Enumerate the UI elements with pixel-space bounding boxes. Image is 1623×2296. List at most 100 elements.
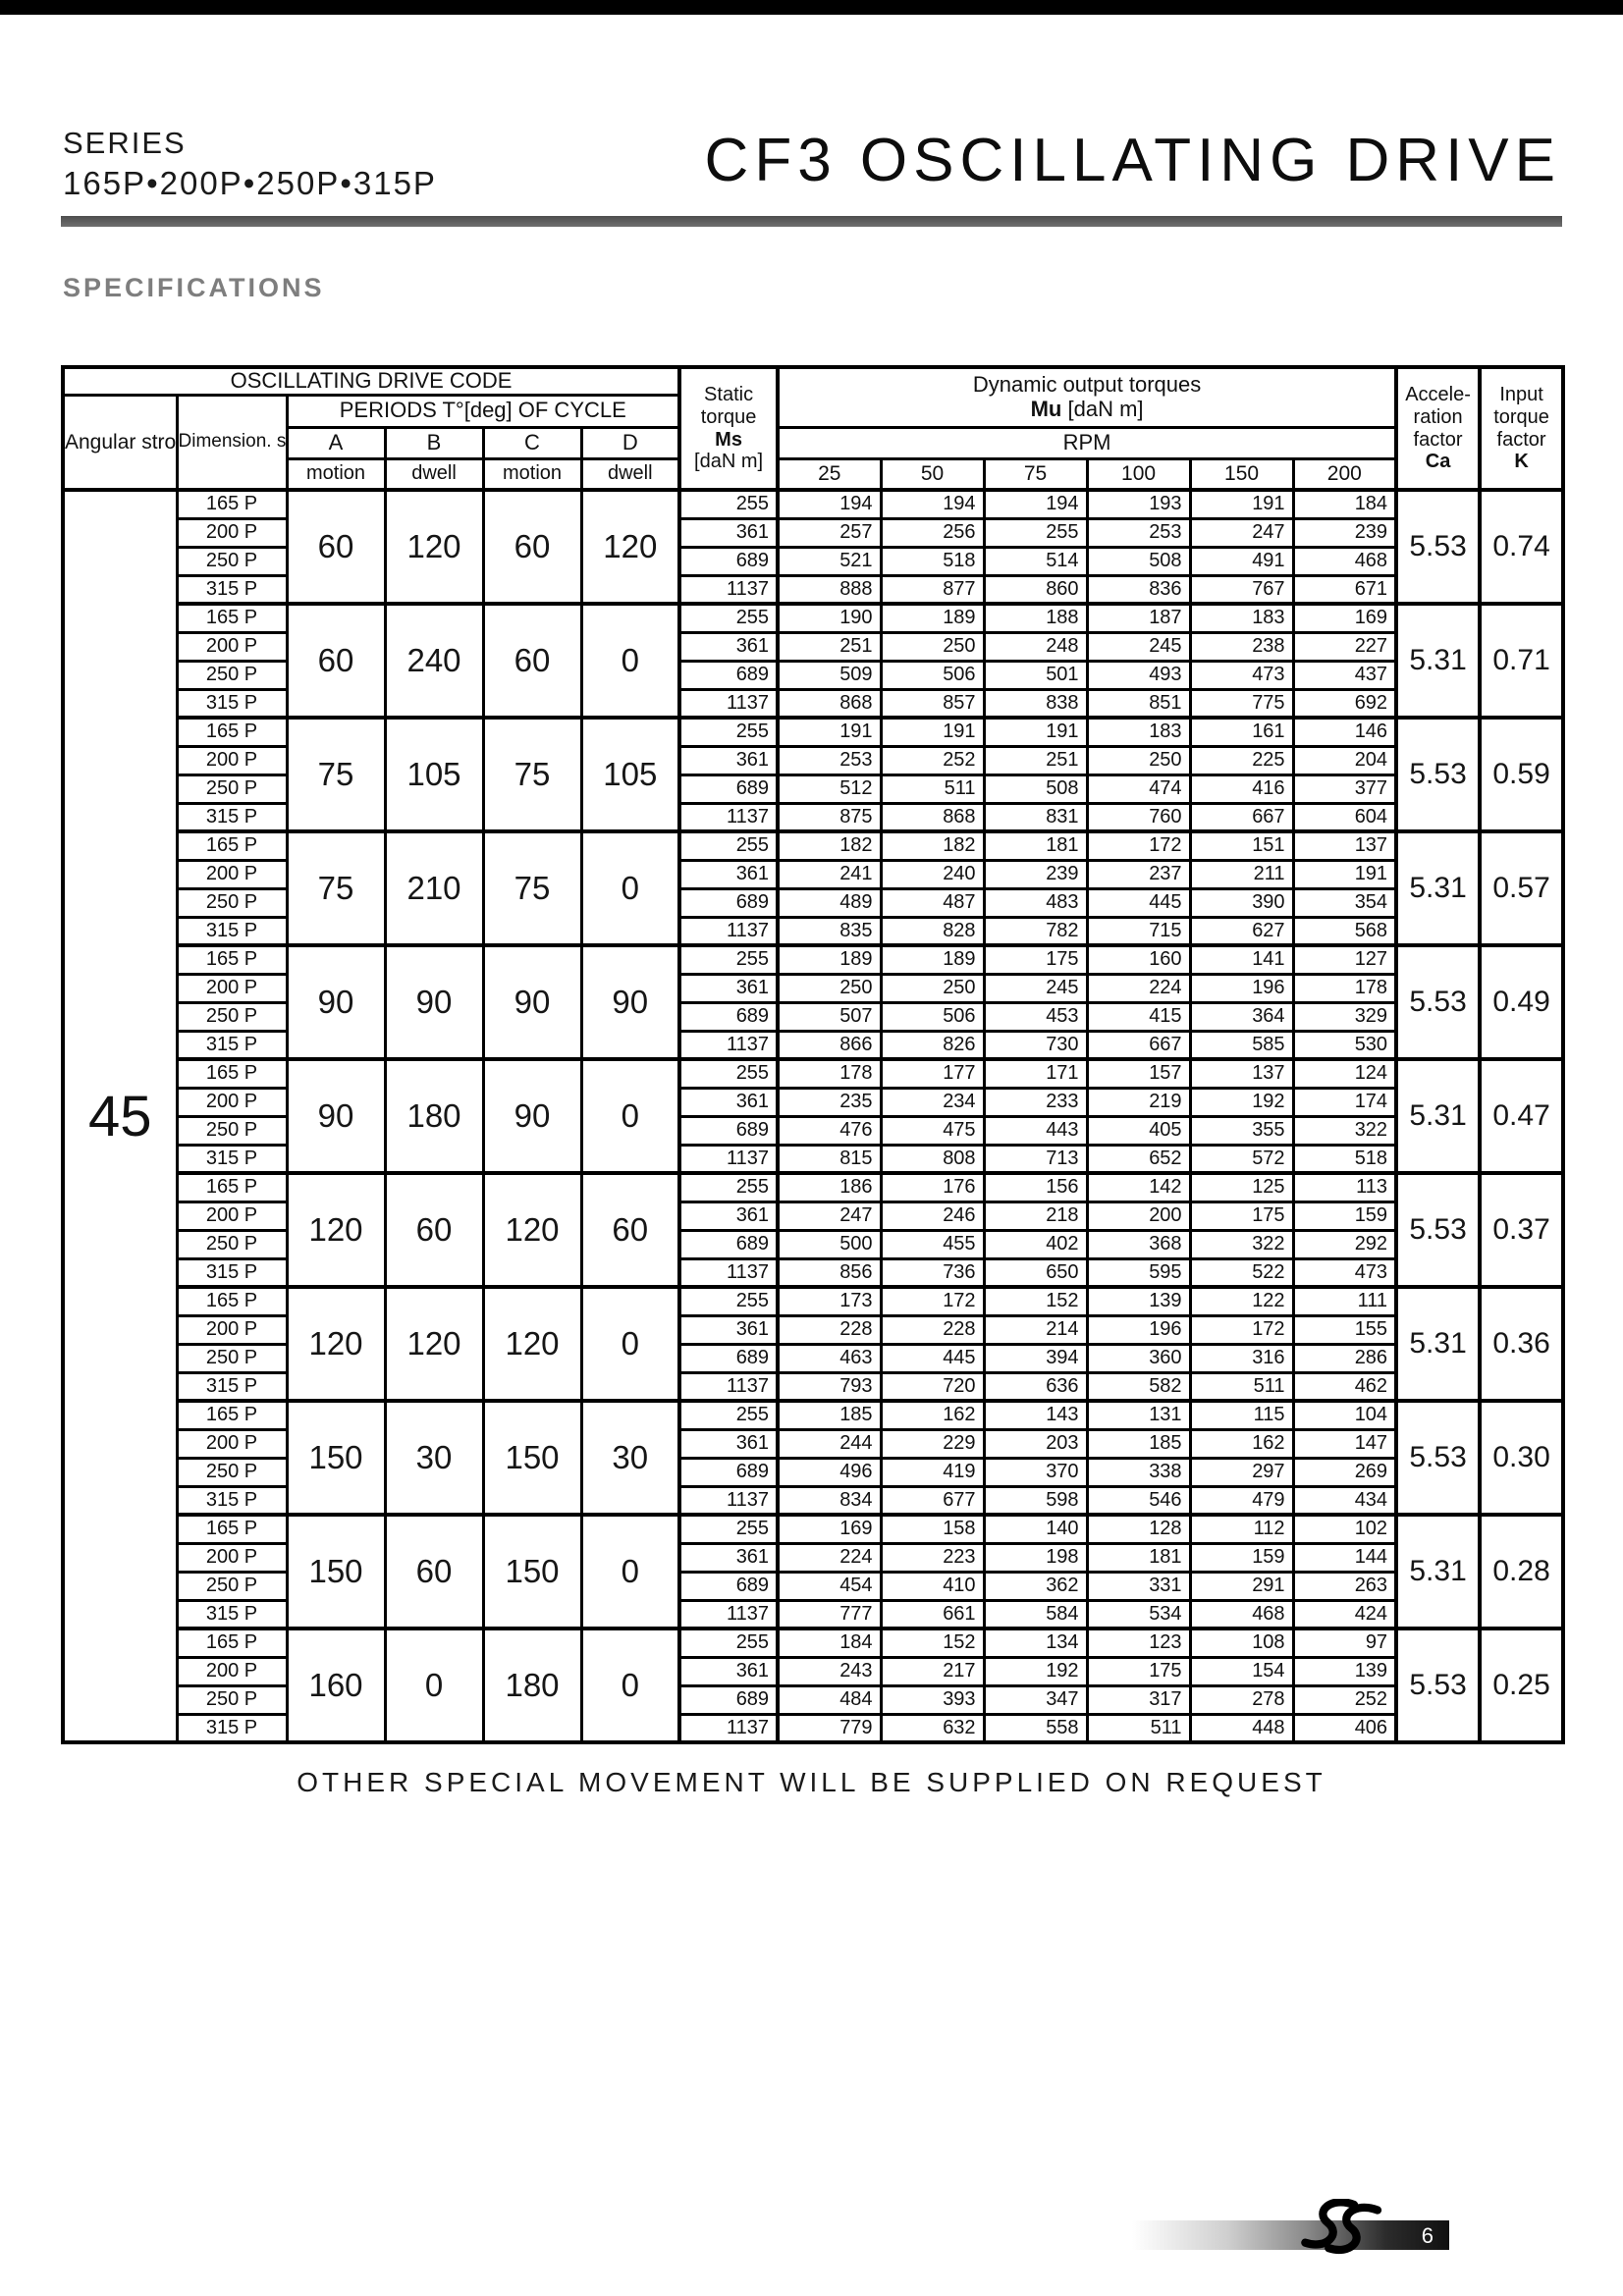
period-value-cell: 90 [481, 943, 583, 1061]
dynamic-torque-value-cell: 139 [1291, 1655, 1398, 1687]
dynamic-torque-value-cell: 224 [1085, 972, 1192, 1004]
static-torque-value-cell: 1137 [677, 1029, 780, 1061]
table-row: 315 P 1137 777 661 584 534 468 424 [63, 1598, 1563, 1630]
dynamic-torque-value-cell: 151 [1188, 829, 1295, 862]
spec-table-body: 45 165 P 60 120 60 120 255 194 194 194 193 191 184 5.… [61, 488, 1565, 1744]
series-cell: 315 P [175, 1712, 289, 1744]
dynamic-torque-value-cell: 181 [982, 829, 1089, 862]
acceleration-factor-cell: 5.53 [1394, 1171, 1482, 1289]
series-cell: 315 P [175, 1370, 289, 1403]
dynamic-torque-value-cell: 507 [776, 1000, 883, 1033]
dynamic-torque-value-cell: 171 [982, 1057, 1089, 1090]
rpm-50-header: 50 [879, 456, 986, 492]
dynamic-torques-unit: [daN m] [1067, 396, 1144, 421]
period-value-cell: 150 [285, 1399, 387, 1517]
period-value-cell: 210 [383, 829, 485, 947]
static-torque-value-cell: 1137 [677, 1143, 780, 1175]
rpm-150-header: 150 [1188, 456, 1295, 492]
dynamic-torque-value-cell: 190 [776, 602, 883, 634]
dynamic-torque-value-cell: 434 [1291, 1484, 1398, 1517]
series-models: 165P•200P•250P•315P [63, 164, 437, 201]
dynamic-torque-value-cell: 184 [1291, 488, 1398, 520]
table-row: 315 P 1137 866 826 730 667 585 530 [63, 1029, 1563, 1061]
acceleration-factor-cell: 5.31 [1394, 1285, 1482, 1403]
dynamic-torque-value-cell: 218 [982, 1200, 1089, 1232]
dynamic-torque-value-cell: 509 [776, 659, 883, 691]
input-torque-factor-header: Input torque factor K [1478, 365, 1565, 492]
dynamic-torque-value-cell: 108 [1188, 1627, 1295, 1659]
rpm-100-header: 100 [1085, 456, 1192, 492]
dynamic-torque-value-cell: 102 [1291, 1513, 1398, 1545]
table-row: 250 P 689 484 393 347 317 278 252 [63, 1683, 1563, 1716]
static-torque-value-cell: 689 [677, 1000, 780, 1033]
dynamic-torque-value-cell: 128 [1085, 1513, 1192, 1545]
dynamic-torque-value-cell: 159 [1291, 1200, 1398, 1232]
dynamic-torque-value-cell: 835 [776, 915, 883, 947]
dynamic-torque-value-cell: 154 [1188, 1655, 1295, 1687]
dynamic-torque-value-cell: 241 [776, 858, 883, 890]
dynamic-torque-value-cell: 406 [1291, 1712, 1398, 1744]
dynamic-torque-value-cell: 475 [879, 1114, 986, 1147]
table-row: 165 P 120 120 120 0 255 173 172 152 139 122 111 5.31… [63, 1285, 1565, 1403]
period-value-cell: 90 [481, 1057, 583, 1175]
dynamic-torque-value-cell: 329 [1291, 1000, 1398, 1033]
table-row: 200 P 361 253 252 251 250 225 204 [63, 744, 1563, 776]
dynamic-torque-value-cell: 245 [1085, 630, 1192, 663]
dynamic-torque-value-cell: 364 [1188, 1000, 1295, 1033]
period-value-cell: 60 [579, 1171, 681, 1289]
dynamic-torque-value-cell: 377 [1291, 773, 1398, 805]
table-row: 250 P 689 463 445 394 360 316 286 [63, 1342, 1563, 1374]
table-row: 165 P 90 90 90 90 255 189 189 175 160 141 127 5.53 0.… [63, 943, 1565, 1061]
dynamic-torque-value-cell: 244 [776, 1427, 883, 1460]
static-torque-value-cell: 361 [677, 1541, 780, 1574]
dynamic-torque-value-cell: 585 [1188, 1029, 1295, 1061]
dynamic-torque-value-cell: 240 [879, 858, 986, 890]
dynamic-torque-value-cell: 250 [879, 630, 986, 663]
static-torque-value-cell: 689 [677, 545, 780, 577]
series-cell: 165 P [175, 1513, 289, 1545]
dynamic-torque-value-cell: 650 [982, 1256, 1089, 1289]
dynamic-torque-value-cell: 831 [982, 801, 1089, 833]
period-value-cell: 120 [285, 1285, 387, 1403]
dynamic-torque-value-cell: 860 [982, 573, 1089, 606]
header-row-2: Angular stroke H°[deg] Dimension. series… [61, 393, 1563, 492]
dynamic-torque-value-cell: 193 [1085, 488, 1192, 520]
dynamic-torque-value-cell: 162 [1188, 1427, 1295, 1460]
table-row: 200 P 361 243 217 192 175 154 139 [63, 1655, 1563, 1687]
static-torque-value-cell: 1137 [677, 1712, 780, 1744]
dynamic-torque-value-cell: 191 [776, 716, 883, 748]
dynamic-torque-value-cell: 142 [1085, 1171, 1192, 1203]
section-heading: SPECIFICATIONS [63, 273, 325, 302]
dynamic-torque-value-cell: 453 [982, 1000, 1089, 1033]
dynamic-torque-value-cell: 156 [982, 1171, 1089, 1203]
series-cell: 200 P [175, 1541, 289, 1574]
table-row: 315 P 1137 793 720 636 582 511 462 [63, 1370, 1563, 1403]
table-row: 165 P 75 105 75 105 255 191 191 191 183 161 146 5.53… [63, 716, 1565, 833]
table-row: 250 P 689 521 518 514 508 491 468 [63, 545, 1563, 577]
dynamic-torque-value-cell: 394 [982, 1342, 1089, 1374]
table-row: 315 P 1137 779 632 558 511 448 406 [63, 1712, 1563, 1744]
static-torque-value-cell: 361 [677, 744, 780, 776]
series-cell: 165 P [175, 1399, 289, 1431]
dynamic-torque-value-cell: 473 [1291, 1256, 1398, 1289]
table-row: 165 P 160 0 180 0 255 184 152 134 123 108 97 5.53 0.2… [63, 1627, 1565, 1744]
dynamic-torque-value-cell: 632 [879, 1712, 986, 1744]
dynamic-torque-value-cell: 104 [1291, 1399, 1398, 1431]
dynamic-torque-value-cell: 229 [879, 1427, 986, 1460]
period-value-cell: 0 [579, 602, 681, 720]
series-cell: 315 P [175, 573, 289, 606]
dynamic-torque-value-cell: 322 [1291, 1114, 1398, 1147]
series-cell: 250 P [175, 773, 289, 805]
dynamic-torque-value-cell: 489 [776, 886, 883, 919]
dynamic-torque-value-cell: 219 [1085, 1086, 1192, 1118]
dynamic-torque-value-cell: 405 [1085, 1114, 1192, 1147]
period-value-cell: 105 [579, 716, 681, 833]
dynamic-torque-value-cell: 866 [776, 1029, 883, 1061]
dynamic-torque-value-cell: 652 [1085, 1143, 1192, 1175]
dynamic-torque-value-cell: 868 [776, 687, 883, 720]
dynamic-torque-value-cell: 123 [1085, 1627, 1192, 1659]
period-d-type-header: dwell [579, 456, 681, 492]
dynamic-torque-value-cell: 253 [776, 744, 883, 776]
dynamic-torque-value-cell: 868 [879, 801, 986, 833]
dynamic-torque-value-cell: 415 [1085, 1000, 1192, 1033]
